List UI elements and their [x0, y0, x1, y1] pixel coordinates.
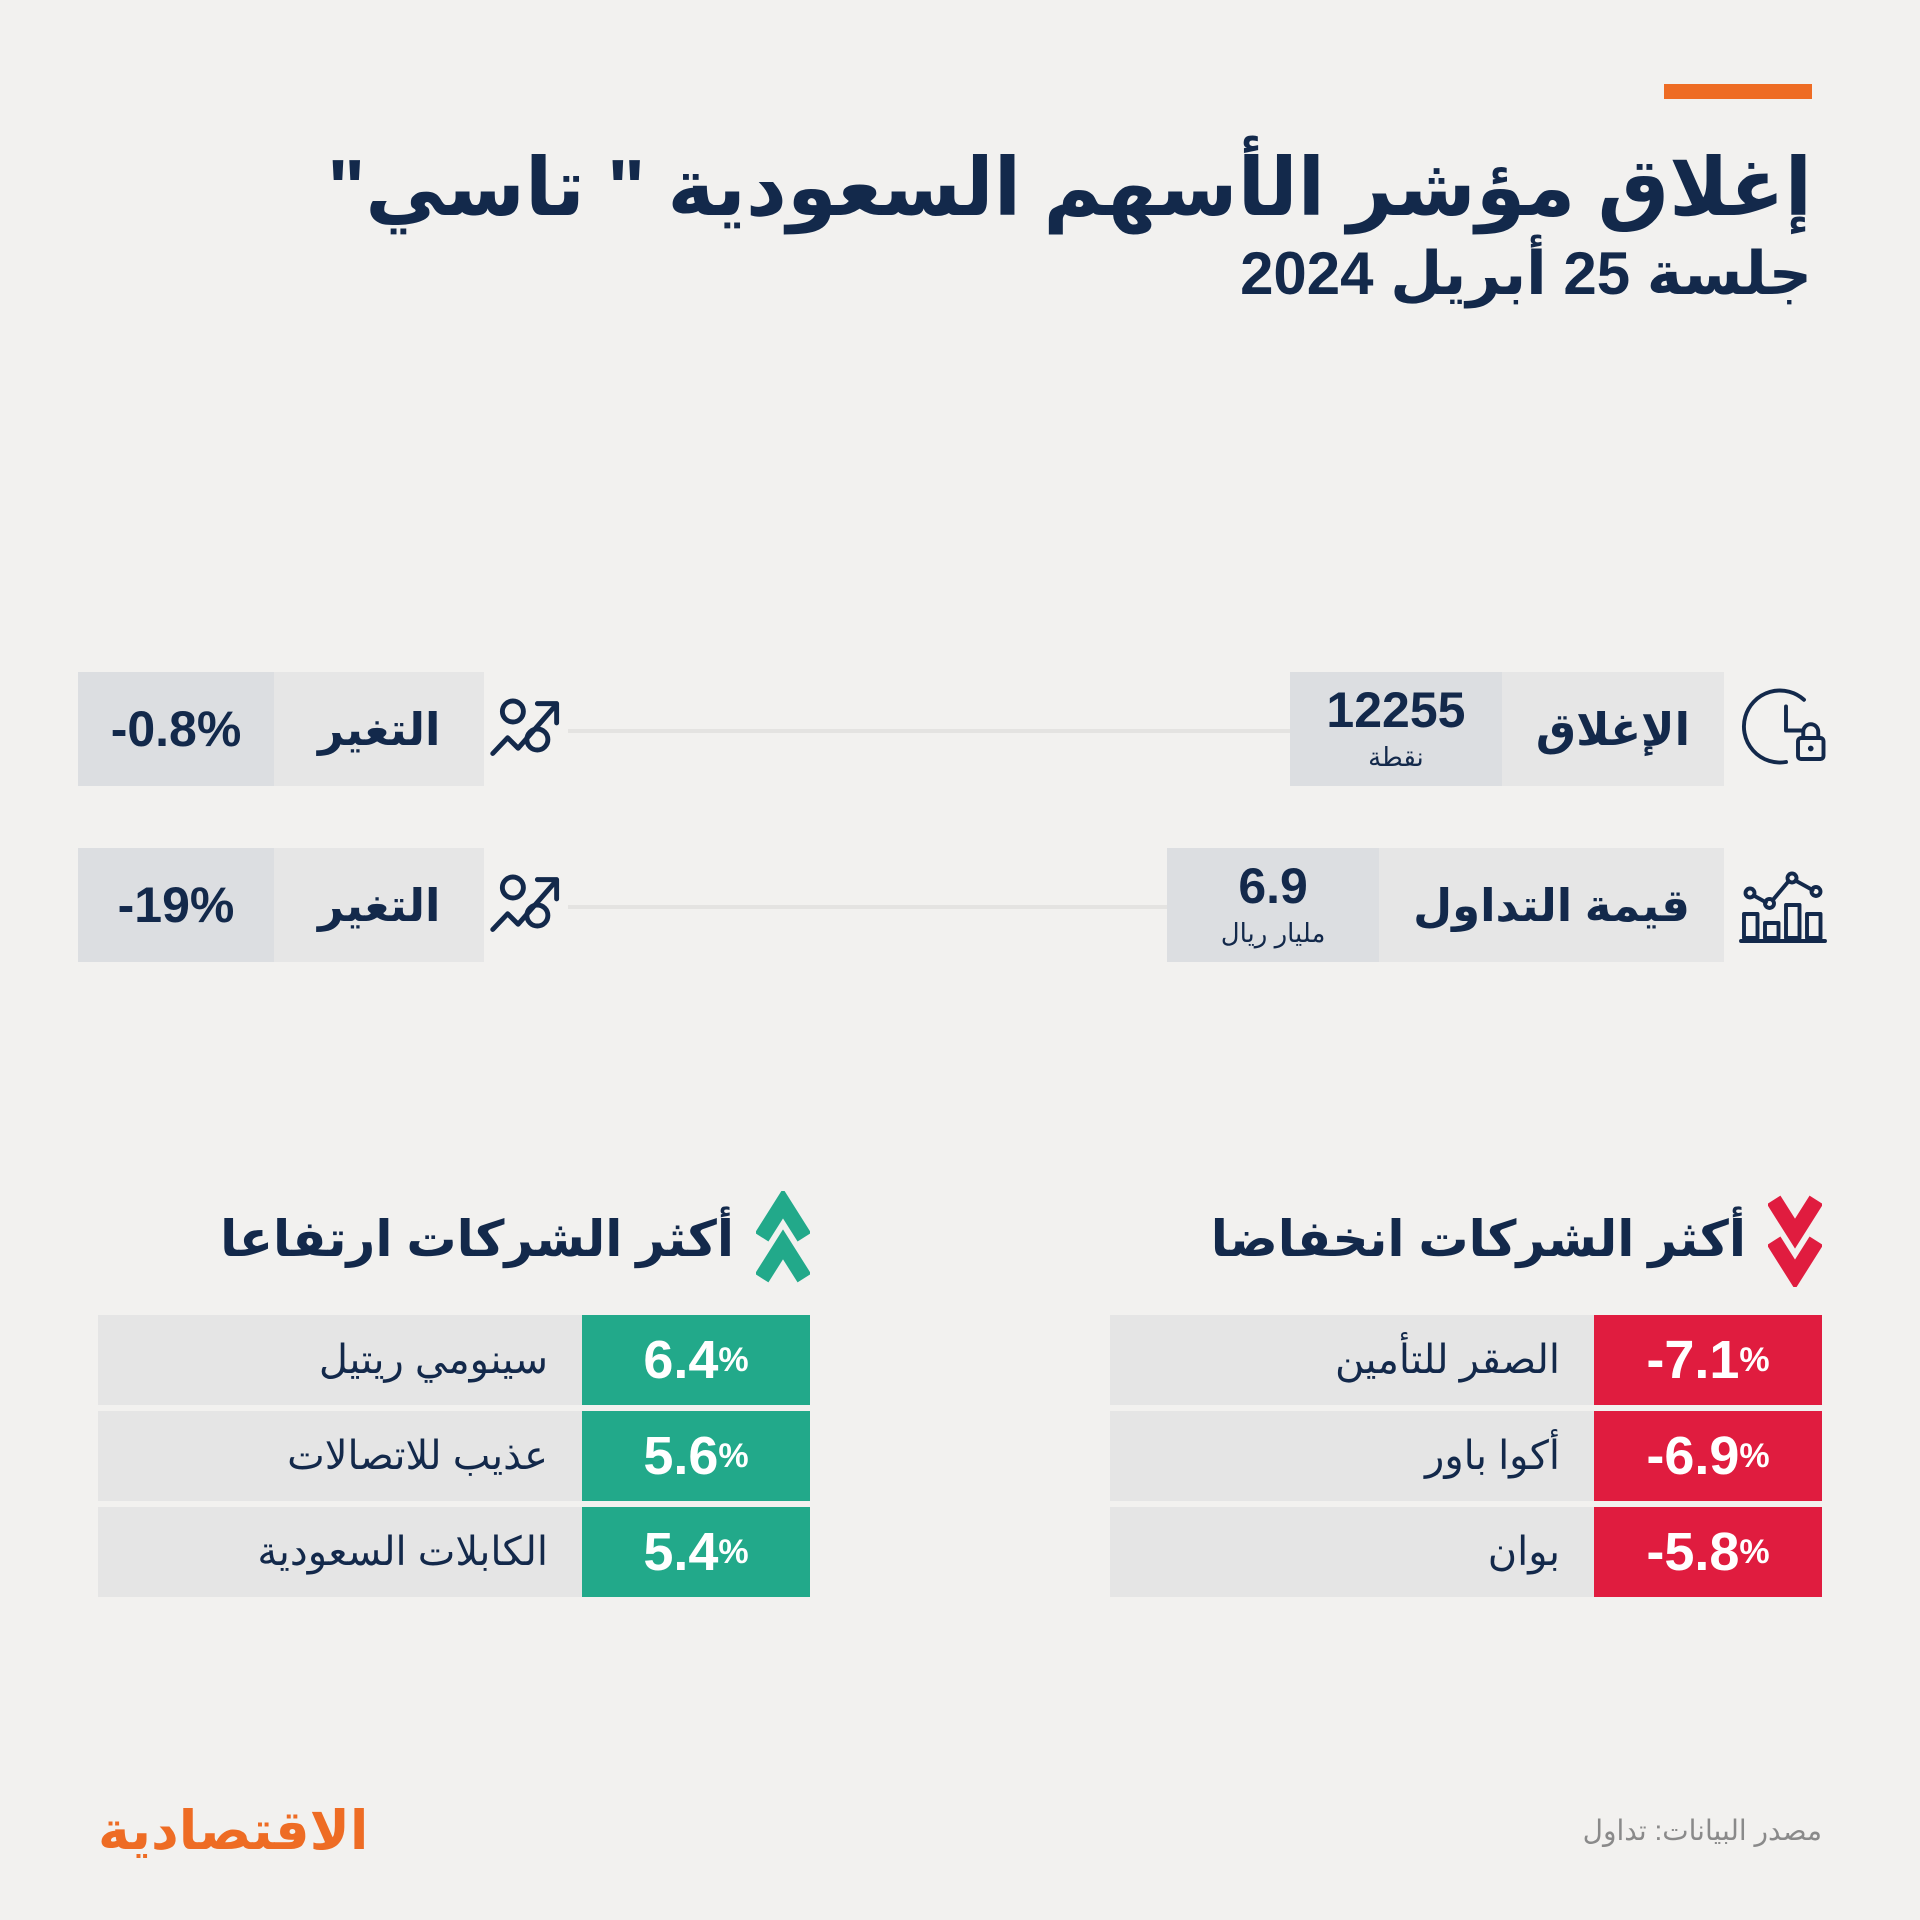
gainers-title: أكثر الشركات ارتفاعا: [220, 1211, 734, 1267]
gainers-column: أكثر الشركات ارتفاعا 6.4% سينومي ريتيل 5…: [98, 1185, 812, 1603]
page-subtitle: جلسة 25 أبريل 2024: [1240, 239, 1812, 307]
percent-trend-icon: [484, 863, 568, 947]
change-value: -0.8%: [78, 672, 274, 786]
clock-lock-icon: [1724, 681, 1842, 777]
gainers-header: أكثر الشركات ارتفاعا: [98, 1185, 812, 1293]
stats-section: الإغلاق 12255 نقطة التغير -0.8%: [0, 672, 1920, 1024]
stat-connector: [484, 672, 1290, 786]
page-header: إغلاق مؤشر الأسهم السعودية " تاسي" جلسة …: [0, 0, 1920, 309]
mover-pct-value: -7.1: [1646, 1330, 1740, 1390]
losers-header: أكثر الشركات انخفاضا: [1110, 1185, 1824, 1293]
change-label: التغير: [274, 848, 485, 962]
source-note: مصدر البيانات: تداول: [1582, 1815, 1822, 1846]
accent-bar: [1664, 84, 1812, 99]
page-title: إغلاق مؤشر الأسهم السعودية " تاسي": [327, 143, 1812, 232]
table-row: -6.9% أكوا باور: [1110, 1411, 1822, 1501]
change-label: التغير: [274, 672, 485, 786]
mover-name: بوان: [1110, 1507, 1594, 1597]
connector-line: [568, 729, 1290, 733]
stat-value-number: 6.9: [1238, 857, 1308, 914]
table-row: -5.8% بوان: [1110, 1507, 1822, 1597]
table-row: -7.1% الصقر للتأمين: [1110, 1315, 1822, 1405]
movers-section: أكثر الشركات انخفاضا -7.1% الصقر للتأمين…: [0, 1185, 1920, 1603]
mover-pct-value: 5.6: [643, 1426, 719, 1486]
double-chevron-down-icon: [1766, 1191, 1824, 1290]
mover-pct: -6.9%: [1594, 1411, 1822, 1501]
percent-sign: %: [1739, 1340, 1770, 1379]
mover-pct: 5.6%: [582, 1411, 810, 1501]
stat-value-unit: مليار ريال: [1220, 917, 1326, 948]
percent-trend-icon: [484, 687, 568, 771]
stat-connector: [484, 848, 1168, 962]
stat-value-unit: نقطة: [1368, 741, 1424, 772]
stat-label: قيمة التداول: [1379, 848, 1724, 962]
losers-title: أكثر الشركات انخفاضا: [1210, 1211, 1746, 1267]
mover-name: أكوا باور: [1110, 1411, 1594, 1501]
mover-pct: -7.1%: [1594, 1315, 1822, 1405]
brand-logo: الاقتصادية: [98, 1801, 369, 1861]
percent-sign: %: [718, 1436, 749, 1475]
percent-sign: %: [1739, 1532, 1770, 1571]
stat-label: الإغلاق: [1501, 672, 1724, 786]
percent-sign: %: [718, 1532, 749, 1571]
stat-value: 12255 نقطة: [1289, 672, 1502, 786]
table-row: 6.4% سينومي ريتيل: [98, 1315, 810, 1405]
mover-name: سينومي ريتيل: [98, 1315, 582, 1405]
mover-pct: 5.4%: [582, 1507, 810, 1597]
stat-row: الإغلاق 12255 نقطة التغير -0.8%: [78, 672, 1842, 786]
bar-chart-line-icon: [1724, 857, 1842, 953]
mover-pct: -5.8%: [1594, 1507, 1822, 1597]
double-chevron-up-icon: [754, 1188, 812, 1287]
mover-name: عذيب للاتصالات: [98, 1411, 582, 1501]
stat-value-number: 12255: [1326, 681, 1466, 738]
mover-name: الكابلات السعودية: [98, 1507, 582, 1597]
percent-sign: %: [718, 1340, 749, 1379]
percent-sign: %: [1739, 1436, 1770, 1475]
stat-row: قيمة التداول 6.9 مليار ريال التغير -19%: [78, 848, 1842, 962]
mover-pct-value: 6.4: [643, 1330, 719, 1390]
table-row: 5.4% الكابلات السعودية: [98, 1507, 810, 1597]
mover-pct-value: -5.8: [1646, 1522, 1740, 1582]
page-footer: الاقتصادية مصدر البيانات: تداول: [0, 1799, 1920, 1862]
table-row: 5.6% عذيب للاتصالات: [98, 1411, 810, 1501]
losers-column: أكثر الشركات انخفاضا -7.1% الصقر للتأمين…: [1110, 1185, 1824, 1603]
connector-line: [568, 905, 1168, 909]
mover-pct-value: -6.9: [1646, 1426, 1740, 1486]
change-value: -19%: [78, 848, 274, 962]
mover-pct-value: 5.4: [643, 1522, 719, 1582]
mover-name: الصقر للتأمين: [1110, 1315, 1594, 1405]
stat-value: 6.9 مليار ريال: [1167, 848, 1380, 962]
mover-pct: 6.4%: [582, 1315, 810, 1405]
